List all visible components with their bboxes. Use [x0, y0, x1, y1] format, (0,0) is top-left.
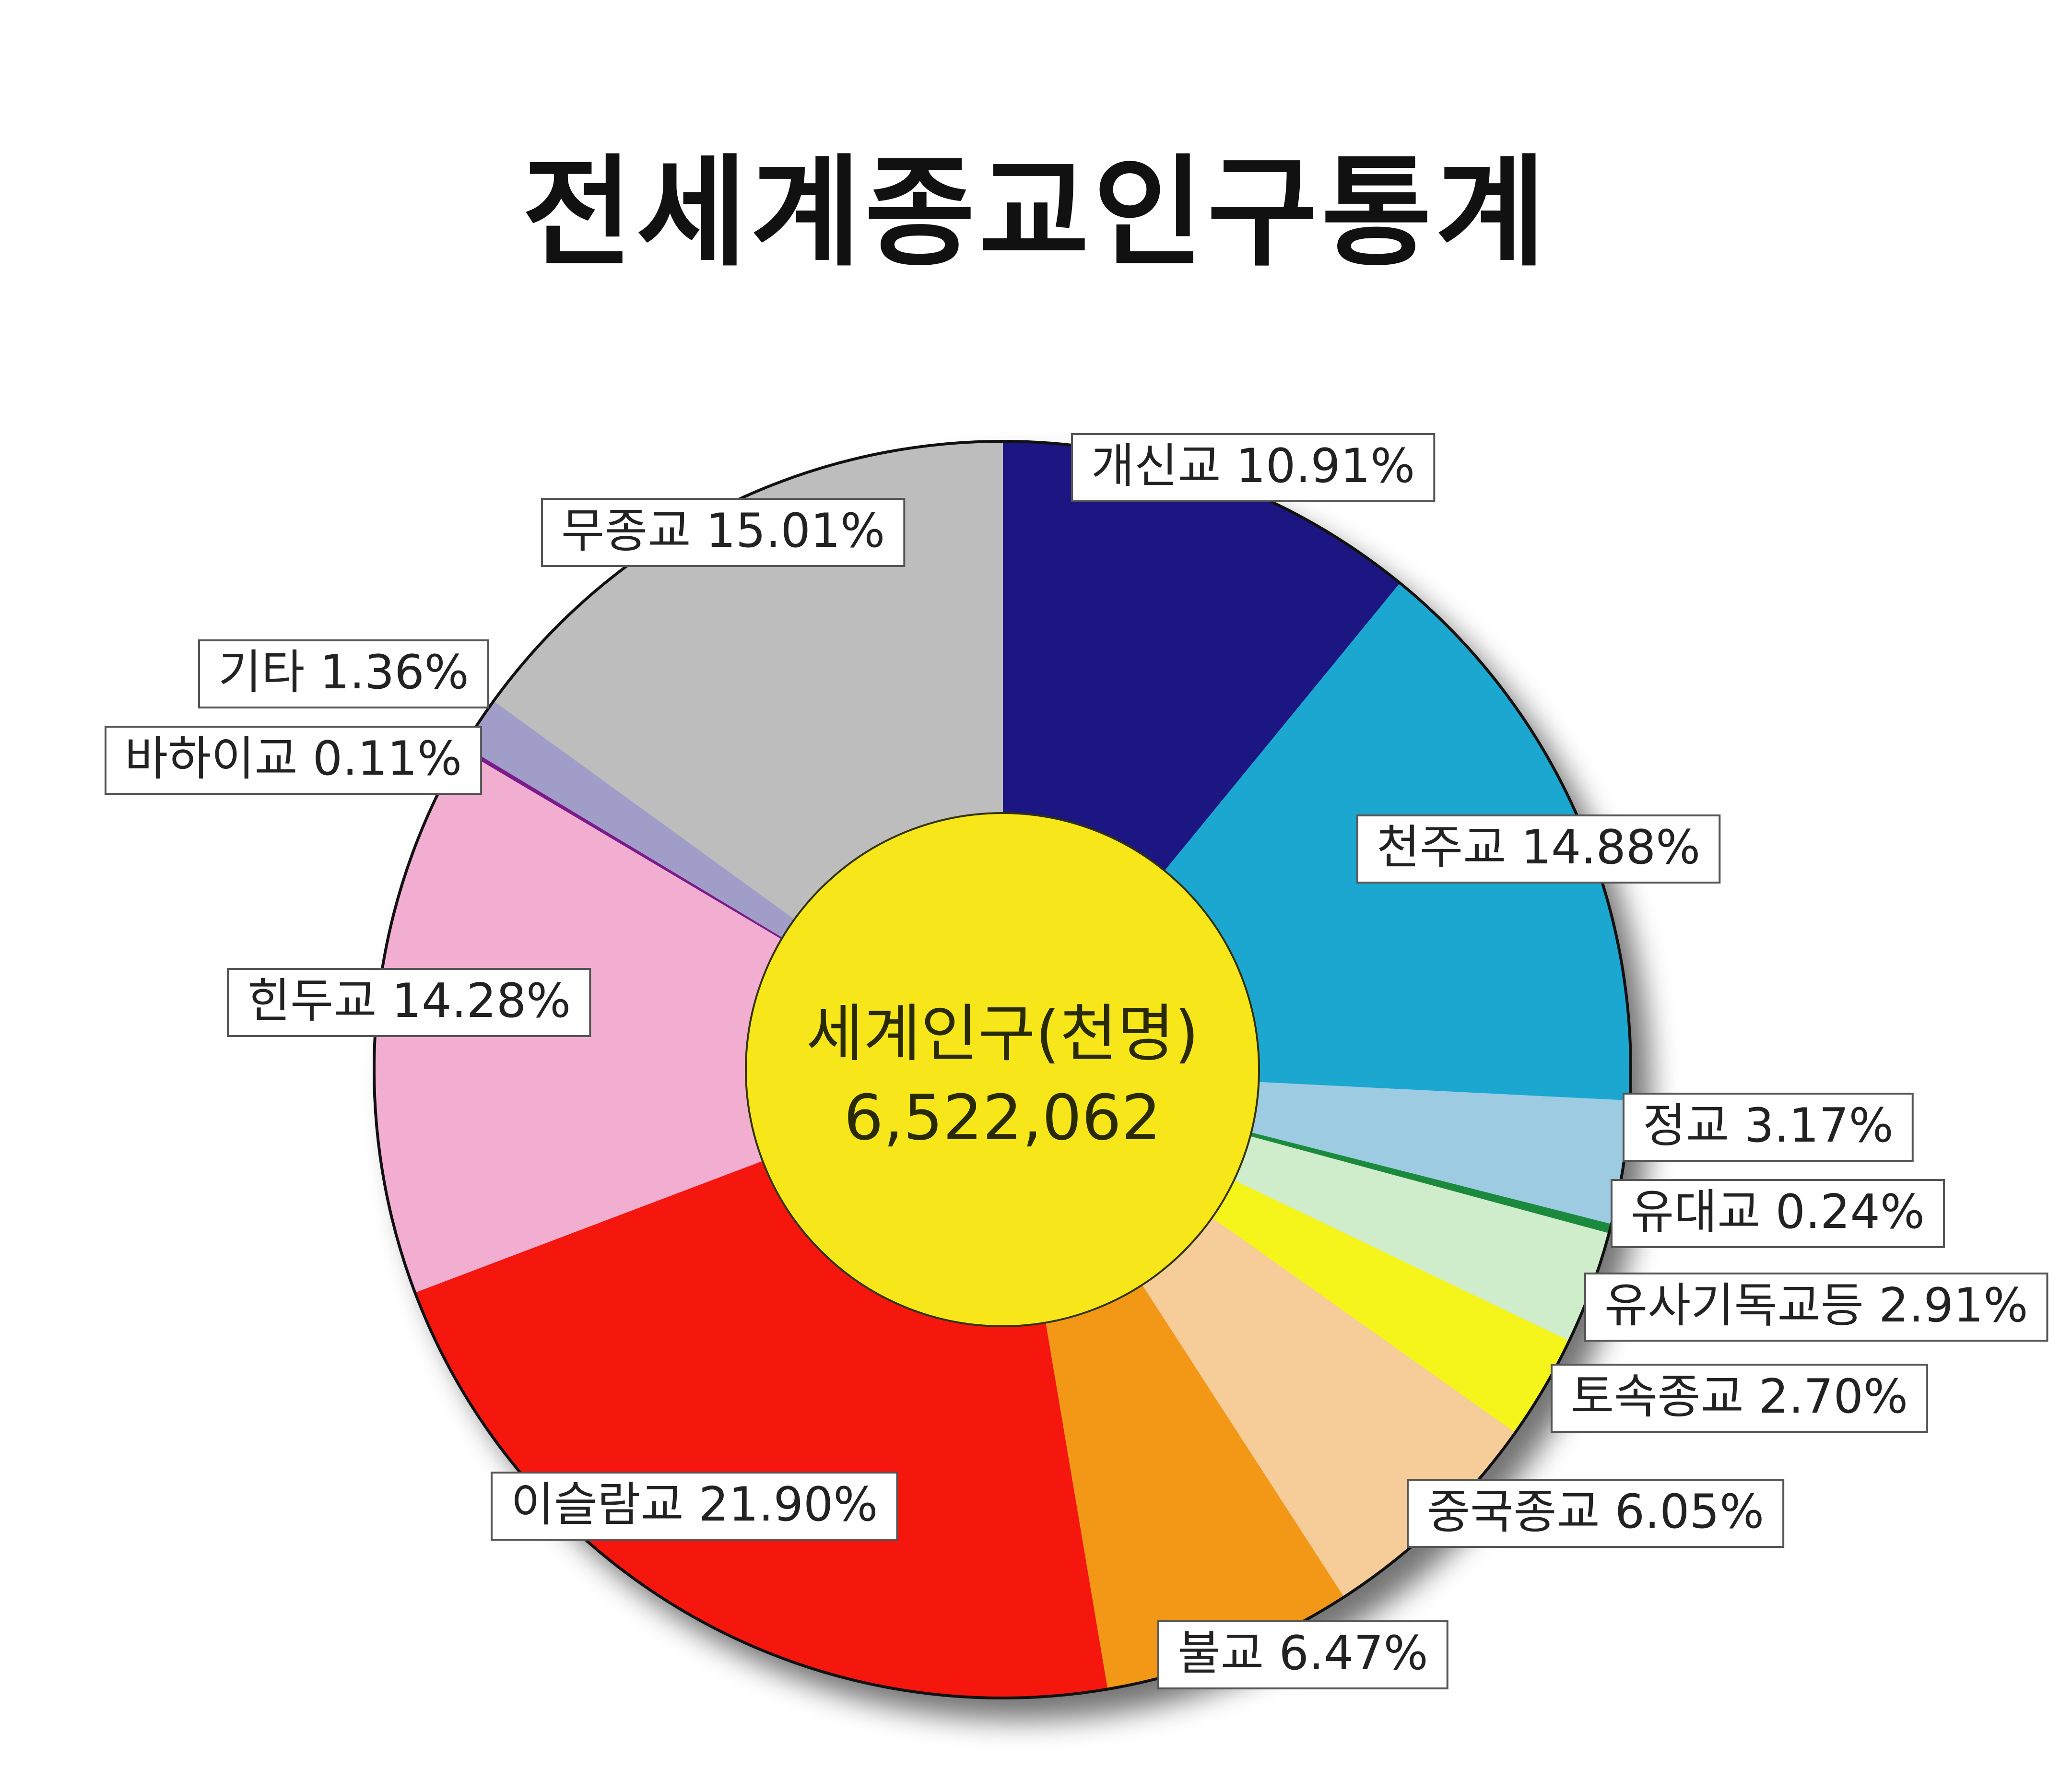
slice-label-text: 정교 3.17% [1643, 1098, 1894, 1153]
center-label: 세계인구(천명) [806, 997, 1199, 1070]
slice-label-text: 힌두교 14.28% [247, 974, 571, 1028]
slice-label-box [1584, 1273, 2048, 1342]
slice-label-text: 개신교 10.91% [1091, 439, 1415, 494]
slice-label-text: 유사기독교등 2.91% [1604, 1278, 2028, 1333]
slice-label-text: 불교 6.47% [1177, 1626, 1428, 1681]
slice-label-box [1071, 433, 1436, 502]
slice-label: 유사기독교등 2.91% [1584, 1273, 2048, 1342]
slice-label-box [1157, 1620, 1448, 1689]
slice-label-box [1407, 1479, 1785, 1548]
slice-label-box [491, 1472, 898, 1541]
slice-label-text: 중국종교 6.05% [1427, 1485, 1764, 1539]
slice-label: 정교 3.17% [1623, 1093, 1914, 1162]
slice-label-text: 토속종교 2.70% [1571, 1369, 1908, 1424]
slice-label-box [1356, 814, 1721, 884]
slice-label: 바하이교 0.11% [105, 726, 483, 795]
slice-label: 무종교 15.01% [541, 498, 906, 567]
slice-label-text: 천주교 14.88% [1377, 820, 1700, 875]
slice-label: 불교 6.47% [1157, 1620, 1448, 1689]
slice-label-text: 기타 1.36% [218, 645, 469, 700]
slice-label-text: 유대교 0.24% [1631, 1185, 1925, 1239]
slice-label-box [227, 968, 591, 1037]
slice-label-box [1623, 1093, 1914, 1162]
slice-label: 기타 1.36% [198, 639, 489, 708]
slice-label-box [105, 726, 483, 795]
pie-outline [373, 440, 1632, 1699]
slice-label: 토속종교 2.70% [1551, 1364, 1929, 1433]
slice-label: 중국종교 6.05% [1407, 1479, 1785, 1548]
chart-title: 전세계종교인구통계 [522, 143, 1550, 283]
slice-label: 힌두교 14.28% [227, 968, 591, 1037]
slice-label: 천주교 14.88% [1356, 814, 1721, 884]
slice-label: 개신교 10.91% [1071, 433, 1436, 502]
slice-label-text: 바하이교 0.11% [125, 731, 462, 786]
slice-label: 유대교 0.24% [1611, 1179, 1945, 1248]
slice-label-box [541, 498, 906, 567]
slice-label-text: 무종교 15.01% [561, 504, 885, 558]
slice-label-box [1551, 1364, 1929, 1433]
slice-label: 이슬람교 21.90% [491, 1472, 898, 1541]
center-circle [745, 812, 1260, 1327]
slice-label-box [1611, 1179, 1945, 1248]
center-value: 6,522,062 [844, 1081, 1161, 1154]
slice-label-box [198, 639, 489, 708]
slice-label-text: 이슬람교 21.90% [511, 1477, 878, 1532]
